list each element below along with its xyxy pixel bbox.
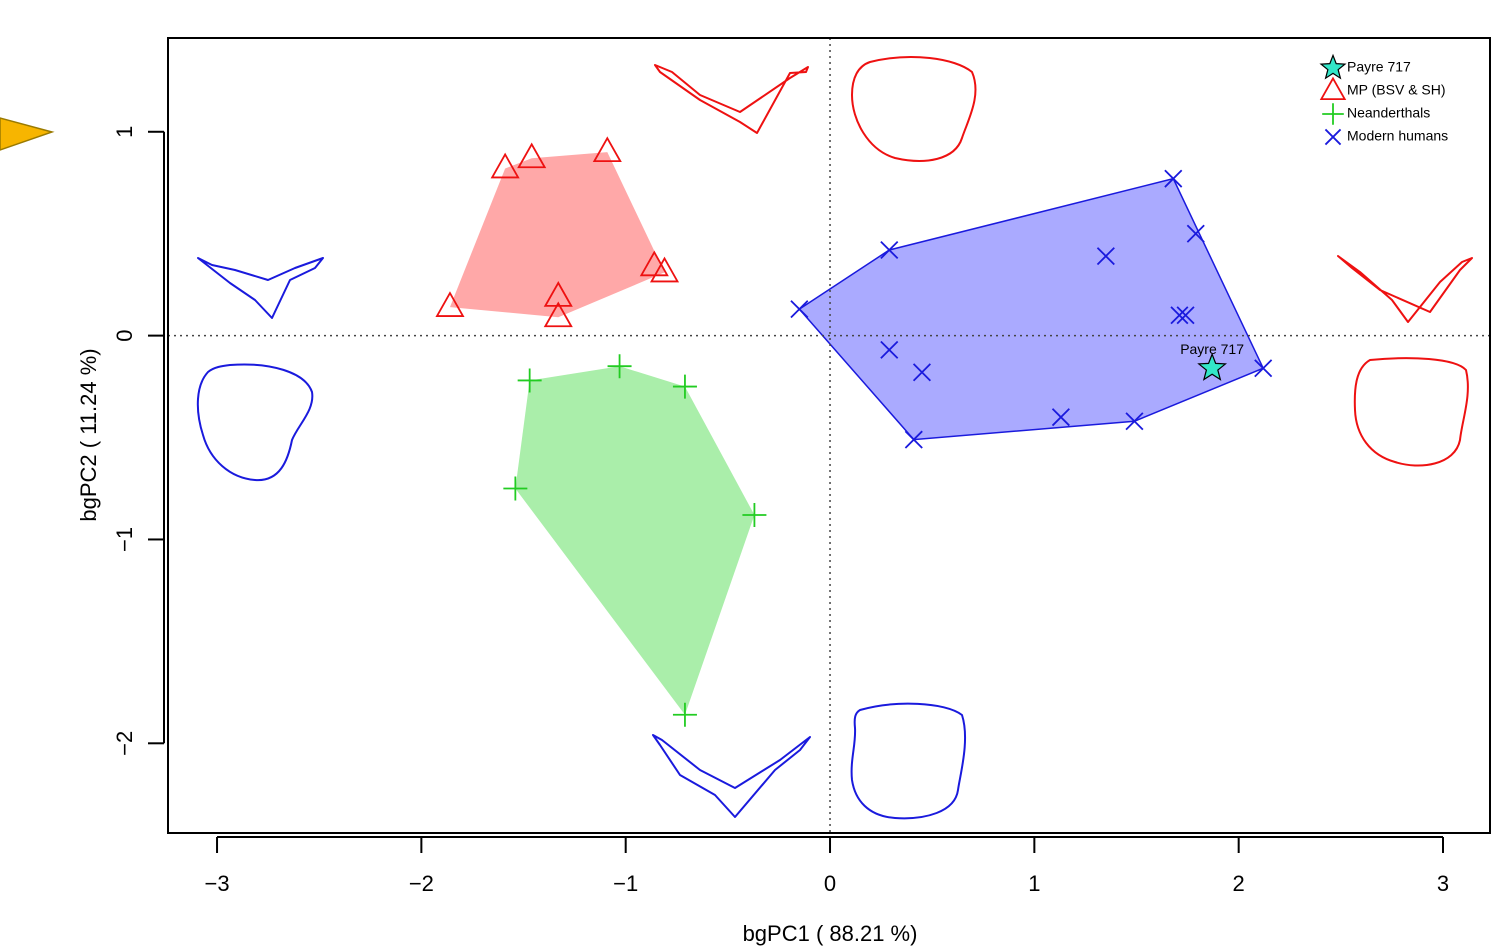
- plot-frame: [167, 37, 1491, 834]
- point: [790, 300, 809, 319]
- outline-chevron: [1337, 255, 1473, 323]
- shape-outlines: [196, 56, 1473, 820]
- outline-blob: [196, 363, 314, 482]
- legend-marker: [1319, 53, 1347, 80]
- point: [1176, 306, 1195, 325]
- y-tick-label: −1: [112, 527, 137, 552]
- legend-marker: [1322, 103, 1344, 125]
- outline-blob: [851, 56, 977, 162]
- point: [543, 301, 573, 328]
- x-tick-label: −3: [204, 871, 229, 896]
- x-tick-label: −1: [613, 871, 638, 896]
- point: [880, 340, 899, 359]
- x-tick-label: 1: [1028, 871, 1040, 896]
- point: [503, 476, 528, 501]
- point: [649, 256, 680, 283]
- y-axis-title: bgPC2 ( 11.24 %): [76, 348, 101, 521]
- point: [742, 503, 767, 527]
- hull: [515, 366, 755, 715]
- point: [672, 374, 697, 399]
- point: [904, 430, 923, 449]
- x-tick-label: −2: [409, 871, 434, 896]
- point: [912, 363, 932, 382]
- hull: [449, 152, 665, 318]
- point: [517, 142, 547, 169]
- x-tick-label: 3: [1437, 871, 1449, 896]
- point: [1051, 408, 1070, 427]
- legend-marker: [1324, 128, 1342, 146]
- legend: Payre 717 MP (BSV & SH) Neanderthals Modern…: [1319, 53, 1448, 146]
- point: [1197, 352, 1228, 381]
- point: [490, 152, 520, 179]
- arrow-pointer: [0, 117, 55, 151]
- point: [880, 240, 899, 260]
- y-tick-label: −2: [112, 731, 137, 756]
- point-label: Payre 717: [1180, 341, 1244, 357]
- legend-label: Payre 717: [1347, 59, 1411, 75]
- legend-label: Modern humans: [1347, 128, 1448, 144]
- point: [592, 136, 622, 163]
- y-tick-label: 1: [112, 126, 137, 138]
- point: [543, 281, 573, 307]
- outline-chevron: [197, 257, 324, 319]
- y-tick-label: 0: [112, 329, 137, 341]
- outline-chevron: [652, 734, 811, 818]
- legend-marker: [1319, 76, 1347, 100]
- hull: [798, 177, 1265, 441]
- outline-blob: [1353, 357, 1469, 467]
- point: [1254, 359, 1273, 378]
- point: [1096, 247, 1115, 266]
- point: [1170, 306, 1189, 325]
- point: [607, 354, 632, 379]
- outline-chevron: [654, 64, 809, 134]
- x-tick-label: 2: [1233, 871, 1245, 896]
- legend-label: MP (BSV & SH): [1347, 82, 1446, 98]
- point: [1164, 169, 1183, 188]
- legend-label: Neanderthals: [1347, 105, 1430, 121]
- point: [1186, 224, 1205, 243]
- x-tick-label: 0: [824, 871, 836, 896]
- point: [1125, 412, 1144, 431]
- point: [435, 291, 465, 317]
- point: [517, 368, 542, 393]
- x-axis-title: bgPC1 ( 88.21 %): [743, 921, 918, 946]
- point: [672, 702, 697, 727]
- outline-blob: [850, 702, 966, 820]
